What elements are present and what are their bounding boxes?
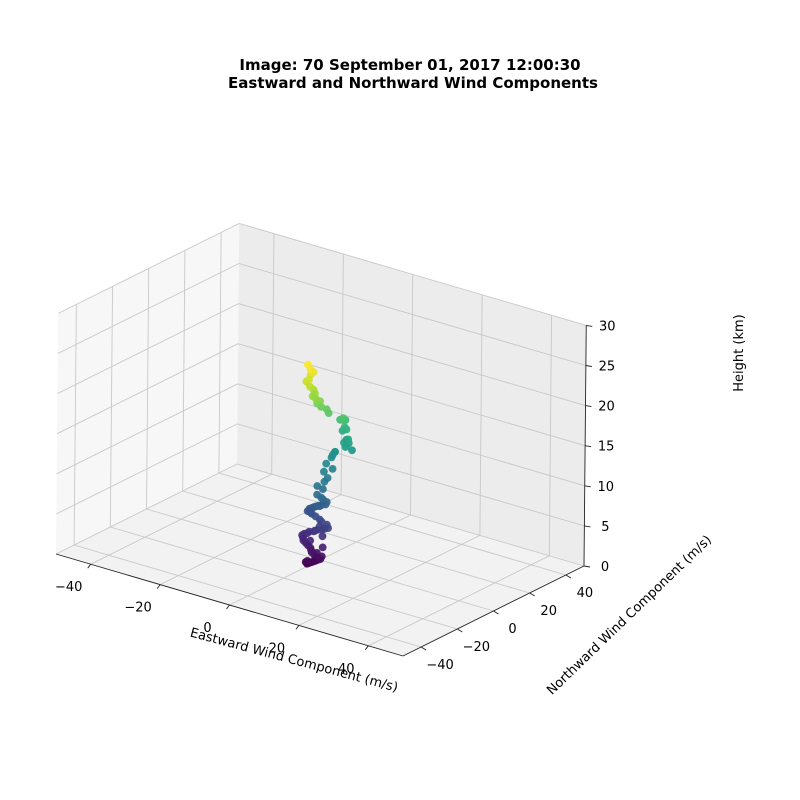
grid-back-z [238, 263, 587, 366]
x-tick-label: 40 [338, 662, 355, 677]
data-point [313, 490, 321, 499]
y-tick-label: −40 [426, 658, 453, 673]
grid-back-z [237, 343, 586, 447]
grid-lines [55, 222, 587, 648]
z-tick-mark [583, 565, 591, 568]
z-axis-ticks: 0 5 10 15 20 25 30 [583, 319, 616, 575]
grid-back-z [237, 383, 585, 487]
grid-floor-v [218, 472, 567, 576]
y-tick-mark [457, 628, 463, 633]
grid-left-z [58, 222, 240, 314]
grid-left-z [57, 263, 240, 354]
z-tick-label: 25 [599, 360, 616, 375]
z-tick-mark [584, 525, 591, 528]
x-tick-label: 0 [203, 621, 211, 636]
data-point [318, 532, 327, 541]
grid-left-z [57, 303, 239, 395]
grid-left-z [56, 383, 238, 475]
grid-left-z [56, 423, 238, 515]
y-tick-mark [529, 592, 535, 597]
data-point [306, 382, 314, 391]
x-tick-label: −20 [124, 601, 151, 616]
z-tick-mark [585, 445, 592, 448]
x-tick-mark [295, 625, 300, 630]
grid-left-z [55, 463, 238, 555]
y-tick-label: −20 [463, 640, 490, 655]
data-point [324, 524, 332, 532]
y-tick-label: 20 [540, 604, 557, 619]
grid-floor-v [73, 544, 422, 648]
grid-floor-v [110, 526, 458, 630]
data-point [306, 365, 315, 374]
data-point [313, 482, 322, 490]
z-tick-label: 5 [601, 520, 609, 535]
data-point [317, 525, 326, 534]
y-tick-mark [565, 574, 572, 579]
data-point [348, 446, 356, 455]
x-tick-label: 20 [269, 641, 286, 656]
x-tick-mark [87, 563, 92, 569]
x-axis-ticks: −40 −20 0 20 40 [55, 563, 369, 677]
y-tick-mark [420, 646, 427, 651]
data-point [327, 453, 336, 462]
z-tick-mark [585, 405, 592, 408]
z-tick-label: 15 [598, 440, 615, 455]
y-tick-mark [493, 610, 499, 615]
grid-back-z [239, 222, 587, 326]
grid-back-z [237, 423, 585, 527]
chart-title-line2: Eastward and Northward Wind Components [228, 74, 598, 92]
z-tick-label: 10 [597, 480, 614, 495]
x-tick-mark [156, 584, 161, 589]
z-tick-mark [585, 365, 592, 367]
data-point [322, 459, 331, 468]
data-point [340, 438, 348, 447]
data-point [317, 501, 326, 509]
data-point [328, 465, 337, 473]
grid-left-z [56, 343, 239, 435]
scatter-points [298, 360, 356, 568]
x-tick-label: −40 [55, 580, 82, 595]
z-tick-mark [586, 324, 593, 327]
y-tick-label: 0 [508, 622, 516, 637]
data-point [320, 467, 328, 476]
grid-back-z [236, 463, 585, 567]
axes-panes [56, 223, 587, 656]
data-point [305, 375, 313, 384]
y-axis-ticks: −40 −20 0 20 40 [420, 574, 594, 673]
data-point [318, 543, 327, 552]
data-point [339, 414, 348, 422]
z-tick-mark [584, 485, 591, 488]
z-axis-label: Height (km) [732, 314, 747, 391]
data-point [303, 507, 312, 515]
z-tick-label: 30 [599, 319, 616, 334]
data-point [320, 477, 329, 486]
data-point [303, 557, 312, 565]
z-tick-label: 0 [601, 560, 609, 575]
z-tick-label: 20 [598, 400, 615, 415]
y-tick-label: 40 [577, 586, 594, 601]
data-point [340, 423, 349, 432]
data-point [308, 392, 317, 401]
chart-title-line1: Image: 70 September 01, 2017 12:00:30 [239, 56, 580, 74]
grid-back-z [238, 303, 586, 407]
x-tick-mark [226, 604, 230, 610]
x-tick-mark [364, 645, 369, 651]
grid-floor-v [182, 490, 530, 594]
